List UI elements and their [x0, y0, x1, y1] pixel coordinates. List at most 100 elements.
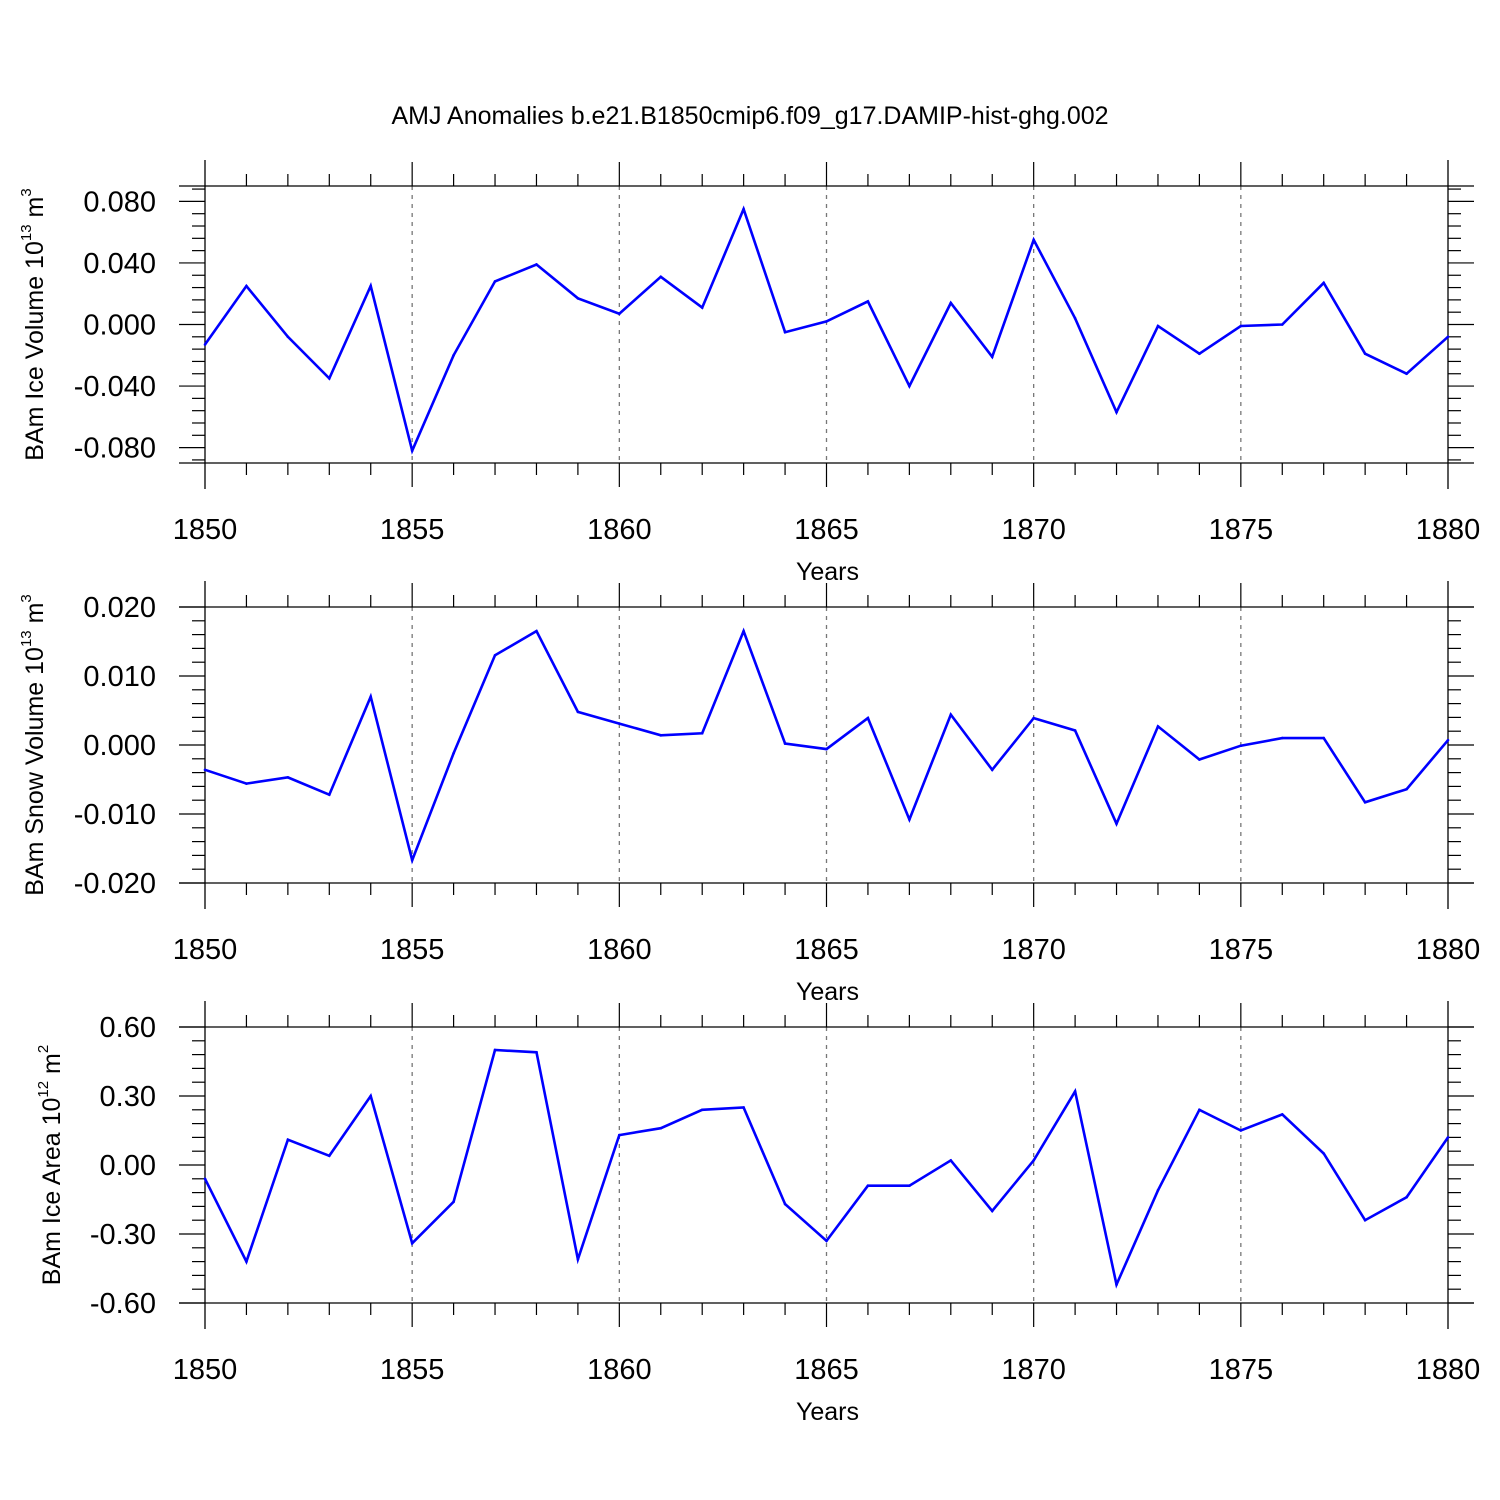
x-tick-label: 1880: [1416, 1354, 1481, 1386]
data-point: [1405, 372, 1408, 376]
series-line: [203, 1048, 1450, 1289]
data-point: [410, 858, 414, 862]
data-point: [1073, 1090, 1077, 1093]
y-tick-label: 0.040: [83, 248, 156, 280]
data-point: [576, 710, 580, 714]
data-point: [1032, 716, 1035, 720]
x-tick-label: 1855: [380, 514, 445, 546]
data-point: [410, 449, 414, 452]
data-point: [866, 300, 870, 303]
x-tick-label: 1850: [173, 514, 238, 546]
data-point: [1198, 352, 1201, 356]
y-tick-label: -0.040: [74, 371, 156, 403]
x-tick-label: 1880: [1416, 514, 1481, 546]
data-point: [1446, 335, 1450, 339]
y-tick-label: 0.020: [83, 592, 156, 624]
data-point: [1156, 324, 1160, 328]
data-point: [245, 284, 248, 288]
y-tick-label: 0.010: [83, 661, 156, 693]
x-tick-label: 1865: [794, 514, 859, 546]
data-point: [1363, 800, 1367, 804]
x-tick-label: 1855: [380, 934, 445, 966]
data-point: [783, 1202, 787, 1206]
data-point: [1446, 1136, 1450, 1139]
data-point: [576, 297, 580, 300]
data-point: [700, 731, 704, 735]
data-point: [990, 768, 994, 772]
data-point: [866, 716, 870, 720]
y-tick-label: -0.60: [90, 1288, 156, 1320]
data-point: [742, 207, 745, 211]
data-point: [452, 751, 455, 755]
data-point: [493, 280, 497, 283]
data-point: [369, 695, 373, 698]
x-tick-label: 1870: [1001, 1354, 1066, 1386]
data-point: [203, 1177, 207, 1181]
data-point: [742, 629, 745, 633]
data-point: [1405, 1195, 1408, 1199]
figure-title: AMJ Anomalies b.e21.B1850cmip6.f09_g17.D…: [391, 102, 1108, 130]
data-point: [286, 335, 290, 339]
data-point: [783, 742, 787, 745]
data-point: [908, 818, 911, 821]
x-tick-label: 1850: [173, 934, 238, 966]
data-point: [576, 1258, 580, 1261]
x-tick-label: 1875: [1209, 514, 1274, 546]
data-point: [203, 343, 207, 346]
y-tick-label: -0.080: [74, 433, 156, 465]
data-point: [825, 1239, 828, 1243]
data-point: [1239, 744, 1243, 747]
data-point: [949, 1159, 953, 1162]
x-tick-label: 1860: [587, 934, 652, 966]
data-point: [328, 377, 331, 380]
data-point: [493, 654, 497, 657]
y-tick-label: 0.30: [100, 1081, 156, 1113]
data-point: [1198, 758, 1201, 761]
data-point: [659, 275, 663, 279]
y-tick-label: -0.020: [74, 868, 156, 900]
data-point: [245, 782, 248, 785]
data-point: [700, 306, 704, 309]
y-tick-label: 0.00: [100, 1150, 156, 1182]
data-point: [286, 776, 290, 779]
chart-panel-2: -0.020 -0.010 0.000 0.010 0.020 1850 1855 1860 1…: [18, 581, 1480, 1006]
data-point: [1239, 1129, 1243, 1132]
data-point: [245, 1260, 248, 1263]
data-point: [1239, 324, 1243, 328]
data-point: [659, 734, 663, 737]
data-point: [618, 1133, 621, 1137]
data-point: [908, 1184, 911, 1187]
data-point: [1115, 410, 1118, 414]
x-tick-label: 1870: [1001, 934, 1066, 966]
data-point: [535, 1051, 538, 1054]
data-point: [1115, 822, 1118, 825]
data-point: [949, 713, 953, 716]
data-point: [493, 1048, 497, 1052]
data-point: [1446, 738, 1450, 742]
x-tick-label: 1875: [1209, 1354, 1274, 1386]
data-point: [1032, 1159, 1035, 1162]
data-point: [369, 284, 373, 288]
x-tick-label: 1855: [380, 1354, 445, 1386]
x-tick-label: 1880: [1416, 934, 1481, 966]
y-tick-label: 0.000: [83, 730, 156, 762]
data-point: [1322, 736, 1325, 740]
data-point: [535, 263, 538, 266]
data-point: [1073, 317, 1077, 320]
data-point: [990, 355, 994, 359]
x-tick-label: 1865: [794, 1354, 859, 1386]
y-tick-label: -0.30: [90, 1219, 156, 1251]
data-point: [825, 320, 828, 323]
x-tick-label: 1875: [1209, 934, 1274, 966]
data-point: [659, 1126, 663, 1130]
chart-panel-1: -0.080 -0.040 0.000 0.040 0.080 1850 1855 1860 1…: [18, 160, 1480, 586]
data-point: [700, 1108, 704, 1112]
y-tick-label: 0.000: [83, 310, 156, 342]
x-tick-label: 1865: [794, 934, 859, 966]
data-point: [328, 793, 331, 796]
data-point: [452, 353, 455, 357]
x-axis-label: Years: [796, 558, 859, 586]
data-point: [1156, 725, 1160, 728]
data-point: [1073, 729, 1077, 732]
